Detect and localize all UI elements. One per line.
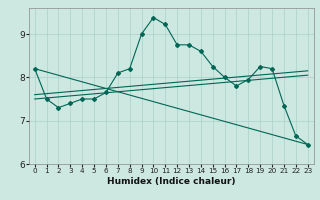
X-axis label: Humidex (Indice chaleur): Humidex (Indice chaleur): [107, 177, 236, 186]
